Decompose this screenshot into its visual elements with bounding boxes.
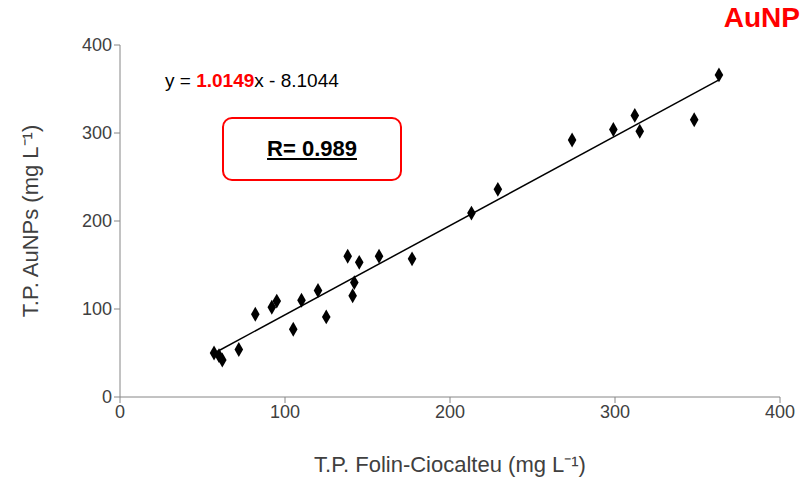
svg-text:T.P. Folin-Ciocalteu (mg L⁻¹): T.P. Folin-Ciocalteu (mg L⁻¹) <box>314 452 586 477</box>
html-text:y = 1.0149 x - 8.1044: y = 1.0149 x - 8.1044 <box>165 70 339 91</box>
svg-text:100: 100 <box>82 299 112 319</box>
html-text:R= 0.989: R= 0.989 <box>267 136 357 161</box>
svg-text:T.P. AuNPs (mg L⁻¹): T.P. AuNPs (mg L⁻¹) <box>18 125 43 317</box>
svg-text:200: 200 <box>435 402 465 422</box>
svg-text:200: 200 <box>82 211 112 231</box>
svg-text:100: 100 <box>270 402 300 422</box>
svg-text:300: 300 <box>82 123 112 143</box>
svg-text:300: 300 <box>600 402 630 422</box>
svg-text:400: 400 <box>82 35 112 55</box>
svg-text:0: 0 <box>115 402 125 422</box>
svg-text:400: 400 <box>765 402 795 422</box>
svg-text:0: 0 <box>102 387 112 407</box>
html-text:AuNP: AuNP <box>723 2 800 33</box>
